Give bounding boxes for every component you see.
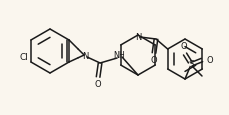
Text: O: O: [180, 42, 186, 51]
Text: O: O: [206, 56, 212, 65]
Text: N: N: [82, 52, 88, 61]
Text: O: O: [150, 56, 157, 65]
Text: O: O: [94, 80, 101, 89]
Text: S: S: [187, 60, 193, 69]
Text: Cl: Cl: [19, 53, 28, 62]
Text: NH: NH: [113, 51, 124, 60]
Text: N: N: [134, 33, 141, 42]
